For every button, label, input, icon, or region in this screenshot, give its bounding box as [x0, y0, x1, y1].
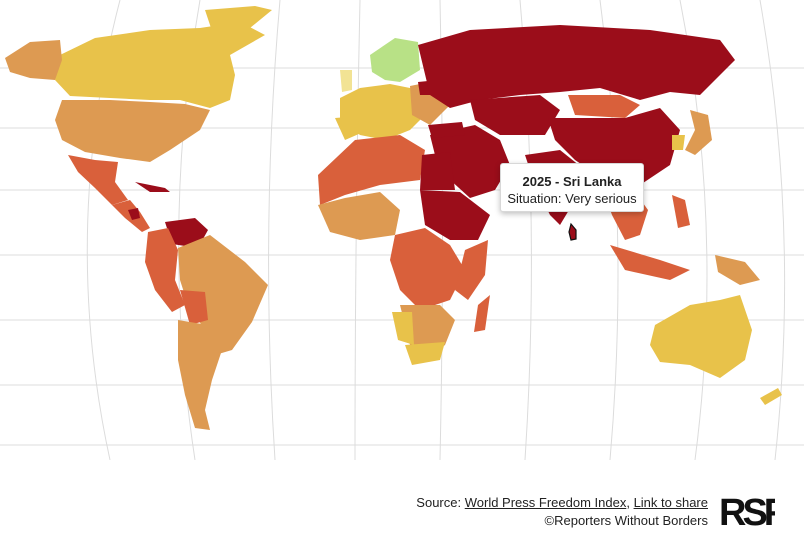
- country-tooltip: 2025 - Sri Lanka Situation: Very serious: [500, 163, 644, 212]
- region-central-africa[interactable]: [390, 228, 465, 310]
- region-papua[interactable]: [715, 255, 760, 285]
- share-link[interactable]: Link to share: [633, 495, 708, 510]
- region-new-zealand[interactable]: [760, 388, 782, 405]
- region-canada[interactable]: [55, 22, 265, 108]
- region-madagascar[interactable]: [474, 295, 490, 332]
- region-argentina-chile[interactable]: [178, 320, 222, 430]
- region-alaska[interactable]: [5, 40, 62, 80]
- tooltip-title: 2025 - Sri Lanka: [522, 174, 622, 189]
- rsf-logo-text: RSF: [719, 492, 775, 529]
- region-east-africa[interactable]: [455, 240, 488, 300]
- region-indonesia[interactable]: [610, 245, 690, 280]
- region-colombia-peru[interactable]: [145, 228, 185, 312]
- region-usa[interactable]: [55, 100, 210, 162]
- region-korea[interactable]: [672, 135, 685, 150]
- region-bolivia[interactable]: [180, 290, 208, 325]
- region-turkey[interactable]: [428, 122, 465, 138]
- region-cuba[interactable]: [135, 182, 170, 192]
- region-nicaragua[interactable]: [128, 208, 140, 220]
- region-iberia[interactable]: [335, 116, 368, 140]
- region-russia[interactable]: [418, 25, 735, 108]
- region-brazil[interactable]: [178, 235, 268, 355]
- region-egypt[interactable]: [420, 152, 455, 190]
- region-uk[interactable]: [340, 70, 352, 92]
- world-press-freedom-map: [0, 0, 804, 460]
- region-mexico[interactable]: [68, 155, 128, 205]
- region-japan[interactable]: [685, 110, 712, 155]
- region-china[interactable]: [548, 108, 680, 185]
- region-nordics[interactable]: [370, 38, 420, 82]
- region-west-africa[interactable]: [318, 192, 400, 240]
- tooltip-situation: Situation: Very serious: [507, 191, 637, 206]
- source-link[interactable]: World Press Freedom Index: [464, 495, 627, 510]
- region-central-asia[interactable]: [470, 95, 560, 135]
- source-credit: Source: World Press Freedom Index, Link …: [416, 494, 708, 530]
- region-sudan-ethiopia[interactable]: [420, 190, 490, 240]
- source-prefix: Source:: [416, 495, 465, 510]
- region-greenland[interactable]: [205, 6, 272, 48]
- source-separator: ,: [626, 495, 634, 510]
- region-philippines[interactable]: [672, 195, 690, 228]
- region-namibia[interactable]: [392, 312, 414, 345]
- region-north-africa[interactable]: [318, 135, 425, 205]
- region-south-africa[interactable]: [405, 342, 445, 365]
- region-mongolia[interactable]: [568, 95, 640, 118]
- rsf-logo: RSF: [719, 492, 775, 529]
- region-sri-lanka[interactable]: [568, 222, 577, 241]
- region-australia[interactable]: [650, 295, 752, 378]
- copyright-text: ©Reporters Without Borders: [544, 513, 708, 528]
